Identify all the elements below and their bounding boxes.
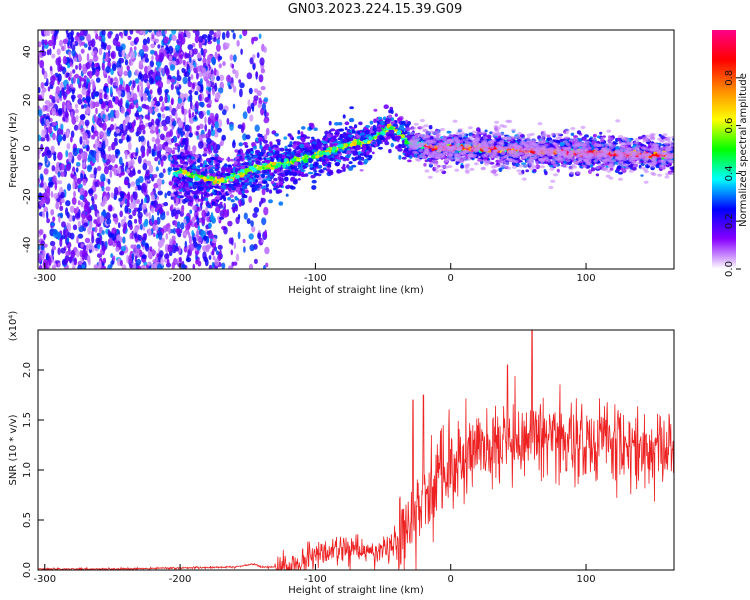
x-tick-label: 0 bbox=[448, 574, 454, 585]
colorbar-tick-label: 0.2 bbox=[724, 213, 735, 229]
colorbar-tick-label: 0.4 bbox=[724, 165, 735, 181]
x-tick-label: 0 bbox=[448, 273, 454, 284]
x-tick-label: -300 bbox=[33, 574, 56, 585]
y-tick-label: 20 bbox=[22, 94, 33, 107]
colorbar-ticks: 0.0 0.2 0.4 0.6 0.8 bbox=[724, 70, 741, 277]
y-tick-label: -40 bbox=[22, 237, 33, 253]
y-tick-label: 0.5 bbox=[22, 512, 33, 528]
snr-frame bbox=[37, 329, 675, 571]
y-tick-label: 0 bbox=[22, 145, 33, 151]
y-tick-label: 1.5 bbox=[22, 412, 33, 428]
colorbar-gradient bbox=[712, 30, 736, 269]
snr-y-unit: (x10⁴) bbox=[8, 311, 19, 342]
x-tick-label: -100 bbox=[304, 273, 327, 284]
colorbar-tick-label: 0.8 bbox=[724, 70, 735, 86]
x-tick-label: -300 bbox=[33, 273, 56, 284]
spectrogram-xlabel: Height of straight line (km) bbox=[288, 285, 424, 296]
snr-ylabel: SNR (10 * v/v) bbox=[8, 414, 19, 485]
x-tick-label: 100 bbox=[576, 574, 595, 585]
y-tick-label: 2.0 bbox=[22, 362, 33, 378]
y-tick-label: 40 bbox=[22, 45, 33, 58]
colorbar-tick-label: 0.6 bbox=[724, 118, 735, 134]
snr-series-line bbox=[38, 330, 674, 570]
snr-x-ticks: -300 -200 -100 0 100 bbox=[33, 564, 596, 585]
x-tick-label: -100 bbox=[304, 574, 327, 585]
figure-title: GN03.2023.224.15.39.G09 bbox=[287, 2, 463, 17]
x-tick-label: -200 bbox=[169, 273, 192, 284]
spectrogram-ylabel: Frequency (Hz) bbox=[8, 112, 19, 188]
colorbar-tick-label: 0.0 bbox=[724, 261, 735, 277]
x-tick-label: -200 bbox=[169, 574, 192, 585]
x-tick-label: 100 bbox=[576, 273, 595, 284]
snr-panel: -300 -200 -100 0 100 0.0 0.5 1.0 1.5 2.0 Height … bbox=[8, 311, 675, 596]
spectrogram-x-ticks: -300 -200 -100 0 100 bbox=[33, 263, 596, 284]
spectrogram-y-ticks: -40 -20 0 20 40 bbox=[22, 45, 44, 253]
colorbar: 0.0 0.2 0.4 0.6 0.8 Normalized spectral ampl… bbox=[712, 30, 749, 277]
y-tick-label: -20 bbox=[22, 188, 33, 204]
snr-y-ticks: 0.0 0.5 1.0 1.5 2.0 bbox=[22, 362, 44, 578]
colorbar-label: Normalized spectral amplitude bbox=[738, 73, 749, 227]
snr-xlabel: Height of straight line (km) bbox=[288, 585, 424, 596]
y-tick-label: 1.0 bbox=[22, 462, 33, 478]
spectrogram-cells bbox=[38, 30, 674, 269]
y-tick-label: 0.0 bbox=[22, 562, 33, 578]
